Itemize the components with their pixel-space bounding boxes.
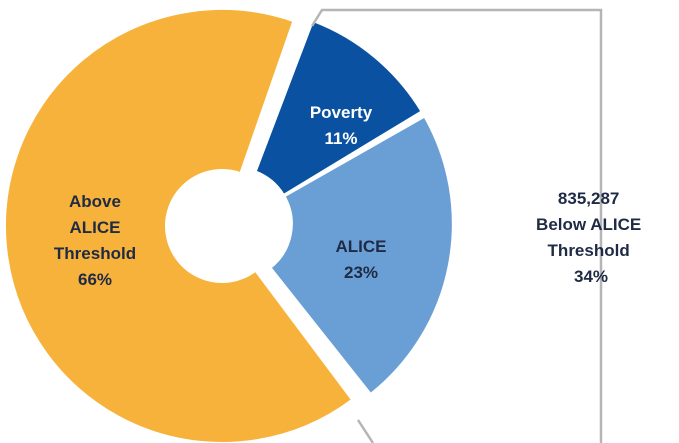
callout-count: 835,287 xyxy=(558,189,619,208)
slice-percent: 23% xyxy=(344,263,378,282)
callout-category-2: Threshold xyxy=(548,241,630,260)
slice-alice xyxy=(269,115,454,396)
callout-bracket-line xyxy=(310,8,603,443)
callout-category: Below ALICE xyxy=(536,215,641,234)
slice-label-above-alice-threshold: Above ALICE Threshold 66% xyxy=(54,192,136,289)
slice-percent: 66% xyxy=(78,270,112,289)
slice-labels: Above ALICE Threshold 66% Poverty 11% ALICE 23% xyxy=(54,103,387,289)
slice-name-line: Above xyxy=(69,192,121,211)
slice-poverty xyxy=(254,19,423,197)
slice-name-line: ALICE xyxy=(70,218,121,237)
slice-name-line: ALICE xyxy=(336,237,387,256)
below-alice-callout: 835,287 Below ALICE Threshold 34% xyxy=(310,8,646,443)
slice-label-poverty: Poverty 11% xyxy=(310,103,373,148)
slice-name-line: Threshold xyxy=(54,244,136,263)
slice-percent: 11% xyxy=(324,129,357,148)
donut-slices xyxy=(4,8,454,443)
callout-text: 835,287 Below ALICE Threshold 34% xyxy=(536,189,646,286)
slice-above-alice-threshold xyxy=(4,8,354,443)
slice-label-alice: ALICE 23% xyxy=(336,237,387,282)
slice-name-line: Poverty xyxy=(310,103,373,122)
callout-percent: 34% xyxy=(574,267,608,286)
